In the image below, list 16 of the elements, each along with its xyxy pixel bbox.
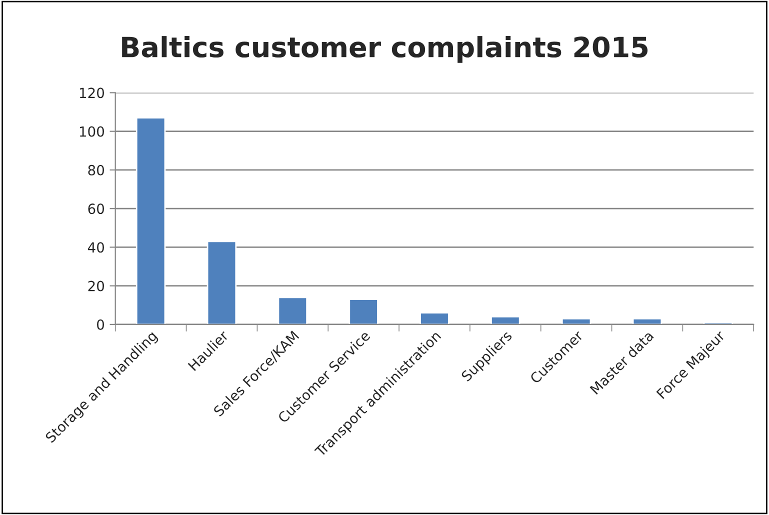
bar: [278, 296, 308, 324]
bar: [206, 240, 237, 324]
y-tick-label: 60: [88, 204, 104, 214]
bar: [561, 318, 592, 324]
bar: [490, 316, 520, 324]
y-tick-label: 120: [80, 88, 104, 98]
y-tick-label: 100: [80, 126, 104, 137]
y-tick-label: 20: [88, 280, 104, 292]
bar: [420, 312, 450, 324]
y-tick-label: 40: [88, 242, 104, 253]
y-tick-label: 0: [97, 319, 104, 330]
bar: [136, 117, 166, 324]
bar: [632, 318, 662, 324]
y-tick-label: 80: [88, 164, 104, 176]
bar: [348, 298, 378, 324]
chart-title: Baltics customer complaints 2015: [122, 36, 648, 63]
